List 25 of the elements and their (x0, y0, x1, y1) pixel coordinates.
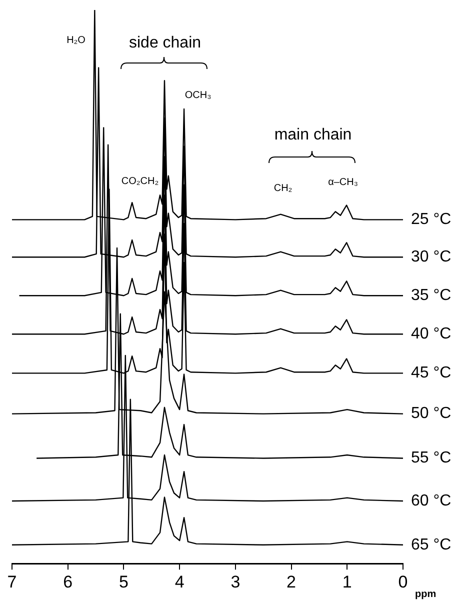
x-tick-label: 7 (7, 572, 17, 592)
annotation: α–CH₃ (328, 176, 358, 188)
series-label: 65 °C (411, 536, 452, 554)
annotation: H₂O (66, 34, 86, 46)
annotation: OCH₃ (184, 90, 212, 101)
annotation: CH₂ (274, 182, 292, 194)
series-label: 35 °C (411, 287, 452, 304)
series-label: 40 °C (411, 326, 452, 343)
x-tick-label: 4 (174, 572, 184, 592)
annotation: side chain (128, 34, 202, 52)
series-label: 60 °C (411, 492, 452, 510)
annotation: main chain (274, 126, 352, 144)
series-label: 55 °C (411, 450, 452, 467)
series-label: 50 °C (411, 405, 452, 422)
x-tick-label: 5 (118, 572, 128, 592)
x-axis-title: ppm (415, 588, 436, 600)
series-label: 25 °C (411, 211, 452, 228)
x-tick-label: 0 (398, 572, 408, 592)
x-tick-label: 1 (342, 572, 352, 592)
annotation: CO₂CH₂ (121, 176, 159, 187)
x-tick-label: 6 (63, 572, 73, 592)
series-label: 30 °C (411, 248, 452, 266)
series-label: 45 °C (411, 364, 452, 382)
x-tick-label: 2 (286, 572, 296, 592)
x-tick-label: 3 (230, 572, 240, 592)
